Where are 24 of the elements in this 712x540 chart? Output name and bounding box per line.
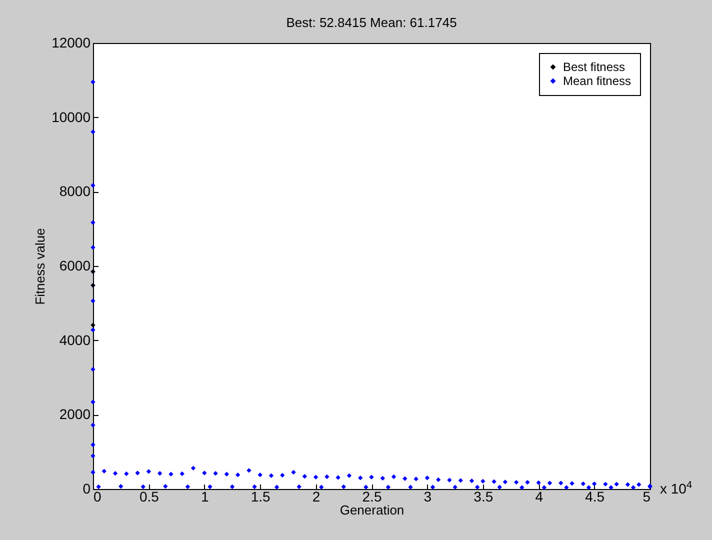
x-tick-label: 5	[642, 488, 651, 504]
x-tick-label: 2	[312, 488, 320, 504]
y-tick-label: 6000	[59, 258, 91, 274]
x-tick-label: 3.5	[474, 488, 494, 504]
x-tick-label: 2.5	[362, 488, 382, 504]
legend-label: Mean fitness	[563, 74, 632, 88]
x-tick-label: 4.5	[585, 488, 605, 504]
x-tick-label: 1.5	[250, 488, 271, 504]
x-tick-label: 1	[201, 488, 209, 504]
x-tick-label: 3	[424, 488, 432, 504]
chart-title: Best: 52.8415 Mean: 61.1745	[286, 15, 457, 30]
y-tick-label: 2000	[59, 406, 91, 422]
y-axis-title: Fitness value	[32, 228, 48, 305]
x-tick-label: 0.5	[139, 488, 160, 504]
y-tick-label: 10000	[52, 108, 91, 125]
point	[90, 322, 96, 328]
y-tick-label: 4000	[59, 332, 91, 348]
x-tick-label: 4	[535, 488, 544, 504]
x-tick-label: 0	[94, 488, 102, 504]
y-tick-label: 12000	[52, 34, 91, 50]
y-tick-label: 8000	[59, 183, 91, 200]
x-axis-title: Generation	[340, 502, 404, 518]
text: x 10$^{4}$	[660, 480, 692, 497]
legend-label: Best fitness	[563, 60, 626, 74]
